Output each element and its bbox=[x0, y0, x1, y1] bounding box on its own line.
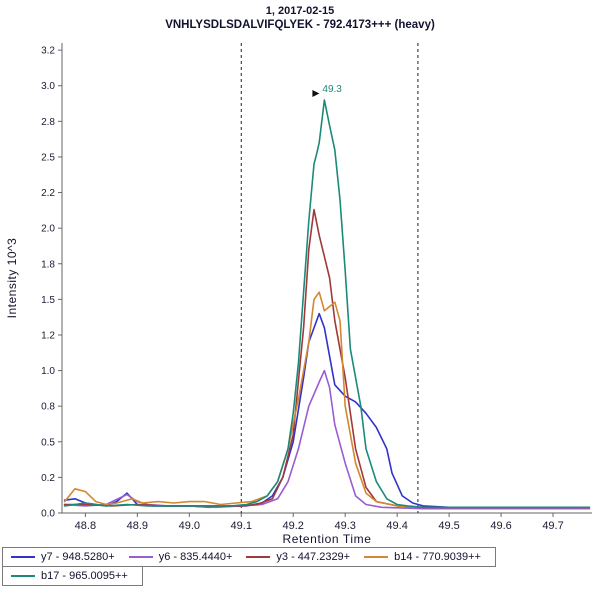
plot-area[interactable] bbox=[62, 43, 592, 513]
legend-item-b14: b14 - 770.9039++ bbox=[360, 549, 491, 565]
legend-label-y6: y6 - 835.4440+ bbox=[158, 551, 233, 563]
x-tick-label: 49.3 bbox=[334, 520, 355, 532]
x-tick-label: 49.6 bbox=[490, 520, 511, 532]
y-axis-title: Intensity 10^3 bbox=[5, 238, 19, 319]
y-tick-label: 0.5 bbox=[41, 437, 55, 448]
chromatogram-chart: 0.0 0.2 0.5 0.8 1.0 1.2 1.5 1.8 2.0 2.2 2.5 2.8 3.0 3… bbox=[5, 43, 592, 545]
chart-legend: y7 - 948.5280+ y6 - 835.4440+ y3 - 447.232… bbox=[0, 547, 600, 586]
y-tick-label: 0.2 bbox=[41, 473, 55, 484]
y-tick-label: 3.2 bbox=[41, 46, 55, 57]
x-tick-label: 49.2 bbox=[283, 520, 304, 532]
legend-label-y3: y3 - 447.2329+ bbox=[276, 551, 351, 563]
chart-title: VNHLYSDLSDALVIFQLYEK - 792.4173+++ (heav… bbox=[165, 19, 435, 31]
x-tick-label: 48.8 bbox=[75, 520, 96, 532]
legend-label-b17: b17 - 965.0095++ bbox=[41, 570, 128, 582]
legend-row: y7 - 948.5280+ y6 - 835.4440+ y3 - 447.232… bbox=[2, 547, 496, 567]
x-tick-label: 49.7 bbox=[542, 520, 563, 532]
chart-title-block: 1, 2017-02-15 VNHLYSDLSDALVIFQLYEK - 792… bbox=[0, 0, 600, 33]
series-line-b17 bbox=[63, 99, 591, 509]
x-axis-title: Retention Time bbox=[282, 532, 371, 545]
legend-row: b17 - 965.0095++ bbox=[2, 566, 143, 586]
y-tick-label: 2.2 bbox=[41, 188, 55, 199]
y-tick-label: 1.2 bbox=[41, 330, 55, 341]
series-line-y7 bbox=[63, 312, 591, 509]
legend-line-swatch-y3 bbox=[246, 556, 271, 558]
y-tick-label: 2.5 bbox=[41, 152, 55, 163]
y-tick-label: 2.8 bbox=[41, 117, 55, 128]
legend-label-b14: b14 - 770.9039++ bbox=[394, 551, 481, 563]
legend-line-swatch-b17 bbox=[11, 575, 35, 577]
legend-item-y7: y7 - 948.5280+ bbox=[7, 549, 125, 565]
x-tick-label: 49.1 bbox=[231, 520, 252, 532]
legend-line-swatch-b14 bbox=[364, 556, 389, 558]
peak-annotation-label: 49.3 bbox=[322, 84, 342, 95]
y-tick-label: 1.5 bbox=[41, 295, 55, 306]
x-tick-label: 49.4 bbox=[386, 520, 407, 532]
peak-apex-arrow-icon bbox=[312, 89, 320, 97]
legend-item-b17: b17 - 965.0095++ bbox=[7, 568, 138, 584]
y-tick-label: 0.0 bbox=[41, 509, 55, 520]
y-tick-label: 0.8 bbox=[41, 402, 55, 413]
x-tick-label: 49.0 bbox=[179, 520, 200, 532]
y-tick-label: 1.0 bbox=[41, 366, 55, 377]
x-tick-label: 49.5 bbox=[438, 520, 459, 532]
legend-item-y6: y6 - 835.4440+ bbox=[125, 549, 243, 565]
legend-label-y7: y7 - 948.5280+ bbox=[41, 551, 115, 563]
chart-subtitle: 1, 2017-02-15 bbox=[265, 5, 335, 17]
y-tick-label: 3.0 bbox=[41, 81, 55, 92]
y-tick-label: 1.8 bbox=[41, 259, 55, 270]
y-tick-label: 2.0 bbox=[41, 224, 55, 235]
legend-line-swatch-y7 bbox=[11, 556, 35, 558]
legend-item-y3: y3 - 447.2329+ bbox=[242, 549, 360, 565]
legend-line-swatch-y6 bbox=[128, 556, 153, 558]
x-tick-label: 48.9 bbox=[127, 520, 148, 532]
